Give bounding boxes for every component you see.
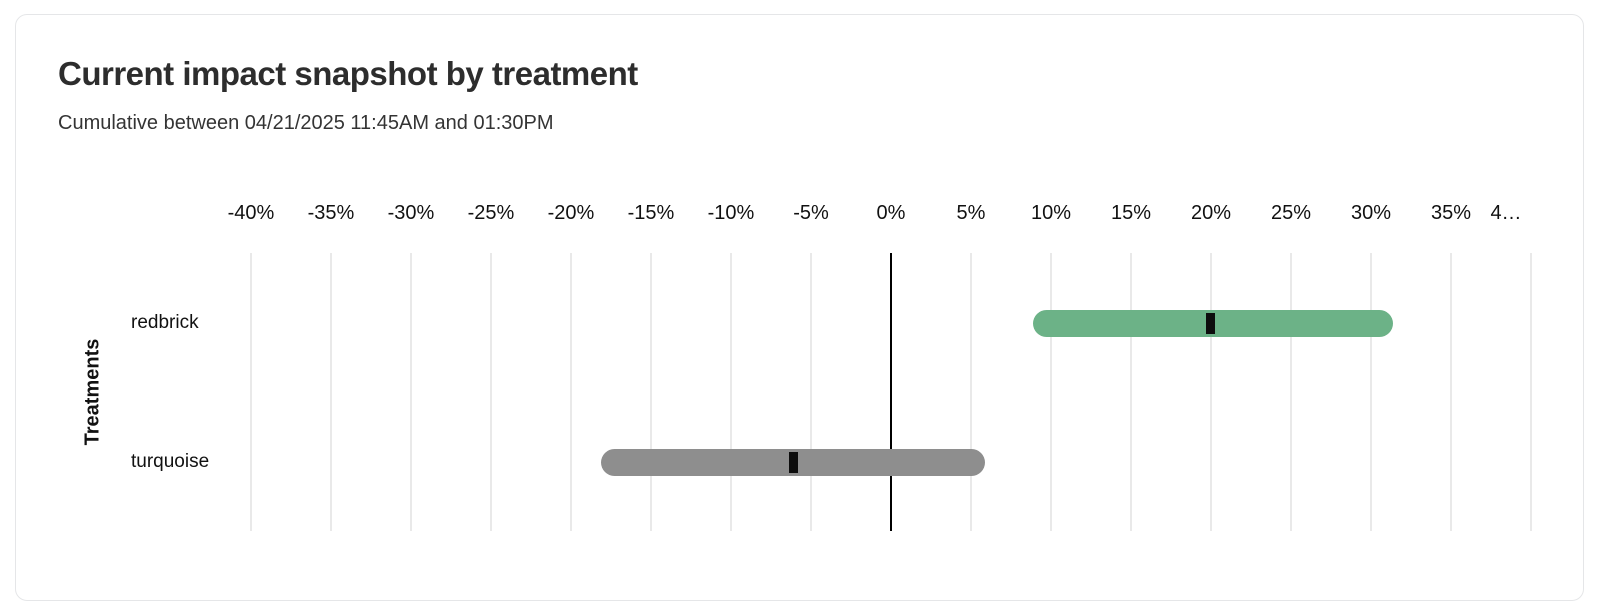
x-tick-label: 0% (876, 202, 906, 224)
gridline (490, 253, 492, 531)
gridline (1450, 253, 1452, 531)
chart-title: Current impact snapshot by treatment (58, 55, 638, 92)
gridline (330, 253, 332, 531)
category-label-turquoise: turquoise (131, 451, 210, 472)
x-tick-label: -15% (627, 202, 675, 224)
x-tick-label: -5% (793, 202, 829, 224)
gridline (650, 253, 652, 531)
x-tick-label: -10% (707, 202, 755, 224)
x-tick-label: -30% (387, 202, 435, 224)
gridline (1290, 253, 1292, 531)
x-tick-label: -40% (227, 202, 275, 224)
chart-subtitle: Cumulative between 04/21/2025 11:45AM an… (58, 112, 554, 134)
x-tick-label: -20% (547, 202, 595, 224)
x-tick-label: 25% (1270, 202, 1312, 224)
x-tick-label: -35% (307, 202, 355, 224)
gridline (730, 253, 732, 531)
gridline (250, 253, 252, 531)
x-tick-label: 35% (1430, 202, 1472, 224)
gridline (410, 253, 412, 531)
redbrick-estimate-marker (1206, 312, 1216, 334)
x-tick-label: 4… (1490, 202, 1522, 224)
turquoise-estimate-marker (788, 451, 798, 473)
gridline (970, 253, 972, 531)
gridline (570, 253, 572, 531)
plot-area: -40% -35% -30% -25% -20% -15% -10% -5% 0% 5% 10% 15… (16, 15, 1583, 600)
x-tick-label: 5% (956, 202, 986, 224)
gridline (1530, 253, 1532, 531)
x-tick-label: 15% (1110, 202, 1152, 224)
gridline (1210, 253, 1212, 531)
gridline (810, 253, 812, 531)
category-label-redbrick: redbrick (131, 312, 199, 333)
chart-card: Current impact snapshot by treatment Cum… (15, 14, 1584, 601)
x-tick-label: -25% (467, 202, 515, 224)
x-tick-label: 20% (1190, 202, 1232, 224)
x-tick-label: 10% (1030, 202, 1072, 224)
turquoise-range-bar[interactable] (601, 448, 986, 476)
gridline (1370, 253, 1372, 531)
zero-line (890, 253, 892, 531)
redbrick-range-bar[interactable] (1033, 309, 1394, 337)
gridline (1050, 253, 1052, 531)
x-tick-label: 30% (1350, 202, 1392, 224)
gridline (1130, 253, 1132, 531)
